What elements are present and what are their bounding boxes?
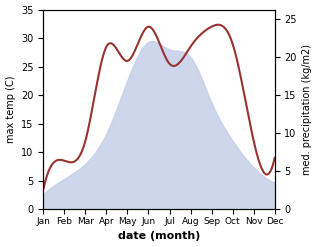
Y-axis label: max temp (C): max temp (C): [5, 76, 16, 143]
Y-axis label: med. precipitation (kg/m2): med. precipitation (kg/m2): [302, 44, 313, 175]
X-axis label: date (month): date (month): [118, 231, 200, 242]
